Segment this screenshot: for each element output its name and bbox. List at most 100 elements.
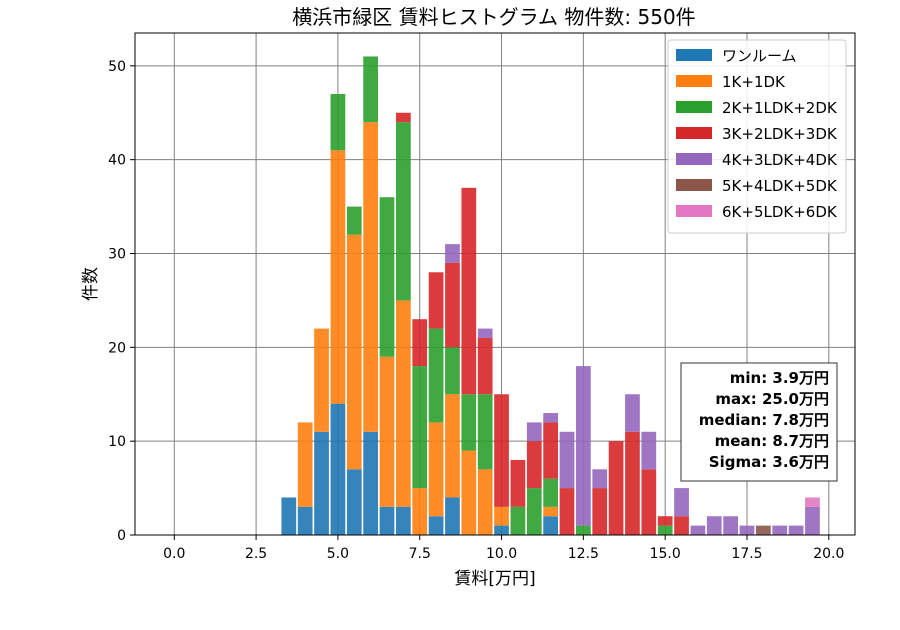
y-tick-label: 0: [117, 528, 126, 544]
bar-segment: [461, 394, 477, 451]
legend-swatch: [676, 153, 712, 165]
bar-segment: [625, 431, 640, 535]
bar-segment: [445, 347, 460, 395]
bar-segment: [346, 234, 362, 470]
bar-segment: [674, 488, 689, 517]
y-axis-label: 件数: [81, 267, 101, 301]
statistics-line: min: 3.9万円: [730, 369, 829, 387]
x-tick-label: 7.5: [409, 546, 431, 562]
legend-label: 4K+3LDK+4DK: [722, 151, 838, 169]
legend-label: 6K+5LDK+6DK: [722, 203, 838, 221]
bar-segment: [674, 516, 689, 535]
y-tick-label: 40: [108, 153, 126, 169]
bar-segment: [805, 506, 820, 535]
bar-segment: [477, 328, 493, 338]
bar-segment: [526, 422, 542, 442]
legend-swatch: [676, 179, 712, 191]
bar-segment: [756, 525, 771, 535]
x-tick-label: 20.0: [813, 546, 844, 562]
statistics-box-frame: [680, 362, 838, 482]
bar-segment: [297, 506, 313, 535]
bar-segment: [396, 506, 411, 535]
bar-segment: [657, 516, 673, 526]
bar-segment: [330, 93, 346, 151]
legend-label: 1K+1DK: [722, 73, 786, 91]
bar-segment: [363, 122, 378, 432]
bar-segment: [445, 244, 460, 263]
legend-label: 2K+1LDK+2DK: [722, 99, 838, 117]
legend-swatch: [676, 75, 712, 87]
bar-segment: [412, 319, 428, 367]
bar-segment: [543, 413, 558, 423]
y-tick-label: 20: [108, 340, 126, 356]
legend-swatch: [676, 205, 712, 217]
bar-segment: [379, 506, 395, 535]
bar-segment: [494, 394, 509, 507]
bar-segment: [412, 366, 428, 489]
bar-segment: [625, 394, 640, 432]
bar-segment: [428, 272, 444, 329]
bar-segment: [281, 497, 297, 535]
x-tick-label: 17.5: [731, 546, 762, 562]
legend-swatch: [676, 127, 712, 139]
bar-segment: [641, 469, 657, 535]
bar-segment: [379, 197, 395, 357]
bar-segment: [396, 112, 411, 123]
bar-segment: [592, 488, 608, 535]
bar-segment: [690, 525, 706, 535]
statistics-line: Sigma: 3.6万円: [709, 453, 829, 471]
x-tick-label: 15.0: [650, 546, 681, 562]
bar-segment: [657, 525, 673, 535]
bar-segment: [396, 122, 411, 301]
bar-segment: [641, 431, 657, 470]
bar-segment: [510, 459, 526, 507]
x-axis-label: 賃料[万円]: [454, 569, 535, 589]
bar-segment: [543, 506, 558, 517]
chart-title: 横浜市緑区 賃料ヒストグラム 物件数: 550件: [292, 5, 695, 29]
bar-segment: [559, 431, 575, 489]
plot-area-frame: [134, 32, 856, 536]
bar-segment: [445, 394, 460, 498]
bar-segment: [608, 441, 624, 535]
bar-segment: [428, 422, 444, 517]
bar-segment: [494, 506, 509, 526]
legend-label: ワンルーム: [722, 47, 797, 65]
bar-segment: [346, 469, 362, 535]
legend-label: 3K+2LDK+3DK: [722, 125, 838, 143]
legend-frame: [667, 39, 847, 234]
bar-segment: [363, 56, 378, 123]
bar-segment: [461, 187, 477, 395]
bar-segment: [330, 150, 346, 404]
bar-segment: [363, 431, 378, 535]
bar-segment: [576, 525, 591, 535]
bar-segment: [592, 469, 608, 489]
bar-segment: [543, 478, 558, 507]
bar-segment: [428, 516, 444, 535]
x-tick-label: 5.0: [327, 546, 349, 562]
bar-segment: [346, 206, 362, 235]
bar-segment: [379, 356, 395, 507]
bar-segment: [526, 441, 542, 489]
bar-segment: [461, 450, 477, 535]
y-tick-label: 50: [108, 59, 126, 75]
bar-segment: [428, 328, 444, 423]
bar-segment: [805, 497, 820, 507]
x-axis-ticks: 0.0 2.5 5.0 7.5 10.0 12.5 15.0 17.5 20.0: [163, 535, 844, 562]
bar-segment: [559, 488, 575, 535]
x-tick-label: 0.0: [163, 546, 185, 562]
bar-segment: [576, 366, 591, 526]
x-tick-label: 2.5: [245, 546, 267, 562]
y-tick-label: 10: [108, 434, 126, 450]
bar-segment: [314, 328, 329, 432]
statistics-annotation: min: 3.9万円 max: 25.0万円 median: 7.8万円 mean: …: [680, 362, 838, 482]
legend-swatch: [676, 49, 712, 61]
y-axis-ticks: 0 10 20 30 40 50: [108, 59, 135, 544]
statistics-line: mean: 8.7万円: [715, 432, 829, 450]
bar-segment: [788, 525, 804, 535]
bar-segment: [543, 422, 558, 479]
bar-segment: [706, 516, 722, 535]
bar-segment: [314, 431, 329, 535]
bar-segment: [477, 469, 493, 535]
histogram-bars: [281, 56, 820, 535]
